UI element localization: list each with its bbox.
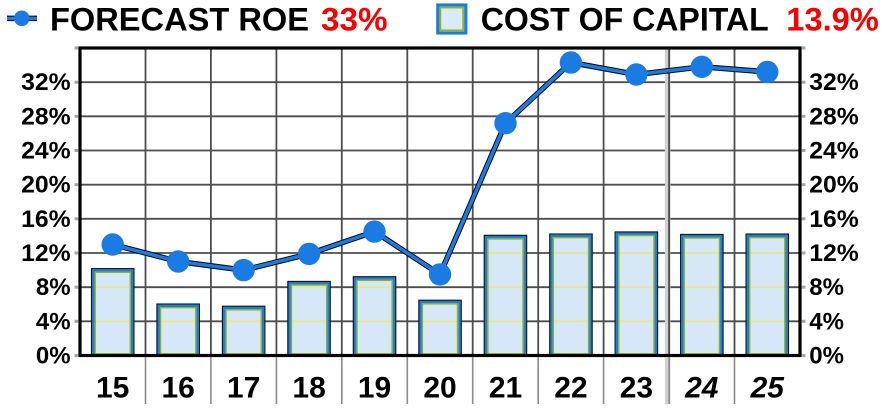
svg-text:24: 24 [684, 371, 719, 404]
svg-text:18: 18 [292, 371, 325, 404]
svg-text:4%: 4% [809, 308, 844, 335]
svg-text:21: 21 [489, 371, 522, 404]
svg-text:4%: 4% [36, 308, 71, 335]
svg-text:16%: 16% [809, 206, 859, 233]
svg-text:28%: 28% [809, 103, 859, 130]
svg-text:20: 20 [423, 371, 456, 404]
svg-text:25: 25 [750, 371, 786, 404]
svg-text:33%: 33% [321, 2, 388, 38]
svg-text:32%: 32% [21, 69, 71, 96]
svg-text:20%: 20% [809, 172, 859, 199]
svg-text:23: 23 [620, 371, 653, 404]
svg-text:12%: 12% [21, 240, 71, 267]
svg-text:28%: 28% [21, 103, 71, 130]
svg-text:20%: 20% [21, 172, 71, 199]
svg-text:FORECAST ROE: FORECAST ROE [50, 2, 309, 38]
svg-text:0%: 0% [36, 343, 71, 370]
svg-text:24%: 24% [21, 138, 71, 165]
svg-text:15: 15 [96, 371, 129, 404]
svg-text:13.9%: 13.9% [786, 2, 879, 38]
svg-text:22: 22 [554, 371, 587, 404]
svg-text:0%: 0% [809, 343, 844, 370]
svg-text:24%: 24% [809, 138, 859, 165]
svg-text:19: 19 [358, 371, 391, 404]
svg-text:8%: 8% [36, 274, 71, 301]
svg-text:16%: 16% [21, 206, 71, 233]
svg-text:16: 16 [162, 371, 195, 404]
svg-text:17: 17 [227, 371, 260, 404]
svg-text:32%: 32% [809, 69, 859, 96]
svg-text:12%: 12% [809, 240, 859, 267]
svg-text:8%: 8% [809, 274, 844, 301]
svg-text:COST OF CAPITAL: COST OF CAPITAL [481, 2, 769, 38]
